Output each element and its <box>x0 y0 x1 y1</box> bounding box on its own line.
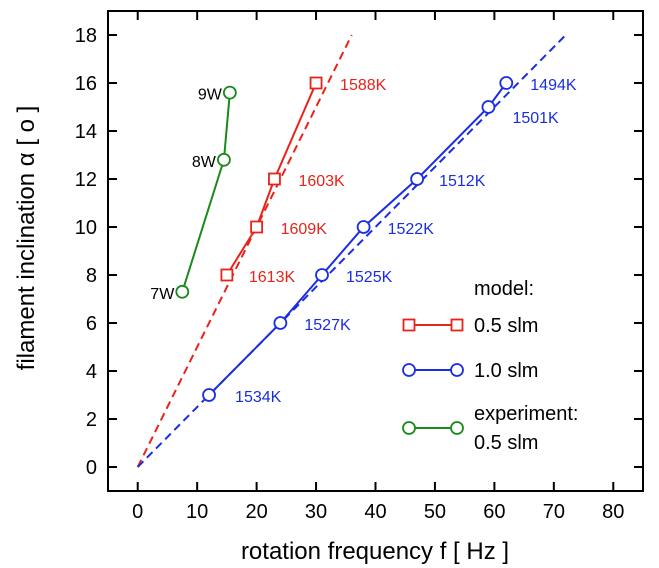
y-tick-label: 2 <box>86 409 97 431</box>
x-tick-label: 40 <box>364 501 386 523</box>
legend-entry-label: 1.0 slm <box>474 360 538 382</box>
data-point <box>410 172 425 186</box>
legend-marker <box>402 421 416 435</box>
data-point <box>217 152 231 167</box>
data-point <box>268 172 281 186</box>
point-label: 1527K <box>304 317 351 334</box>
point-label: 1588K <box>340 77 387 94</box>
point-label: 1494K <box>530 77 577 94</box>
series-line <box>181 92 231 293</box>
fit-line <box>137 34 567 468</box>
y-tick-label: 0 <box>86 457 97 479</box>
series-line <box>208 82 508 396</box>
x-tick-label: 70 <box>543 501 565 523</box>
data-point <box>273 316 288 330</box>
point-label: 1613K <box>249 269 296 286</box>
x-tick-label: 20 <box>245 501 267 523</box>
legend-marker <box>450 363 464 377</box>
y-tick-label: 12 <box>75 169 97 191</box>
fit-line <box>136 34 353 468</box>
point-label: 1534K <box>235 389 282 406</box>
legend-entry-label: 0.5 slm <box>474 432 538 454</box>
y-axis-title: filament inclination α [ o ] <box>13 106 40 371</box>
y-tick-label: 18 <box>75 25 97 47</box>
point-label: 9W <box>198 87 223 104</box>
legend-marker <box>450 421 464 435</box>
point-label: 1603K <box>298 173 345 190</box>
data-point <box>309 76 323 90</box>
x-tick-label: 10 <box>186 501 208 523</box>
y-tick-label: 4 <box>86 361 97 383</box>
x-tick-label: 50 <box>424 501 446 523</box>
y-tick-label: 16 <box>75 73 97 95</box>
legend-marker <box>402 318 416 332</box>
y-tick-label: 14 <box>75 121 97 143</box>
data-point <box>202 388 216 402</box>
data-point <box>220 268 234 282</box>
x-tick-label: 80 <box>602 501 624 523</box>
legend: model: 0.5 slm 1.0 slm experiment: 0.5 slm <box>402 278 579 454</box>
point-label: 8W <box>192 154 217 171</box>
axis-tick-labels: 0 10 20 30 40 50 60 70 80 0 2 4 6 8 10 12 14 16 18 <box>75 25 625 523</box>
y-tick-label: 10 <box>75 217 97 239</box>
point-label: 1525K <box>346 269 393 286</box>
point-annotations: 1613K 1609K 1603K 1588K 1534K 1527K 1525K 1522K… <box>150 77 577 406</box>
legend-marker <box>402 363 416 377</box>
x-tick-label: 60 <box>483 501 505 523</box>
point-label: 7W <box>150 286 175 303</box>
legend-entry-label: experiment: <box>474 403 579 425</box>
series-line <box>226 82 317 276</box>
data-point <box>250 220 264 234</box>
legend-entry-label: 0.5 slm <box>474 315 538 337</box>
data-series <box>175 76 514 402</box>
data-point <box>315 268 329 282</box>
axis-ticks <box>108 11 643 491</box>
legend-title: model: <box>474 278 534 300</box>
x-axis-title: rotation frequency f [ Hz ] <box>241 538 509 565</box>
point-label: 1609K <box>281 221 328 238</box>
data-point <box>356 220 371 234</box>
legend-marker <box>450 318 464 332</box>
data-point <box>481 100 496 114</box>
x-tick-label: 30 <box>305 501 327 523</box>
y-tick-label: 6 <box>86 313 97 335</box>
data-point <box>175 284 190 299</box>
point-label: 1522K <box>388 221 435 238</box>
data-point <box>222 85 237 100</box>
y-tick-label: 8 <box>86 265 97 287</box>
point-label: 1512K <box>439 173 486 190</box>
fit-lines <box>136 34 567 468</box>
point-label: 1501K <box>512 110 559 127</box>
x-tick-label: 0 <box>132 501 143 523</box>
data-point <box>499 76 514 90</box>
